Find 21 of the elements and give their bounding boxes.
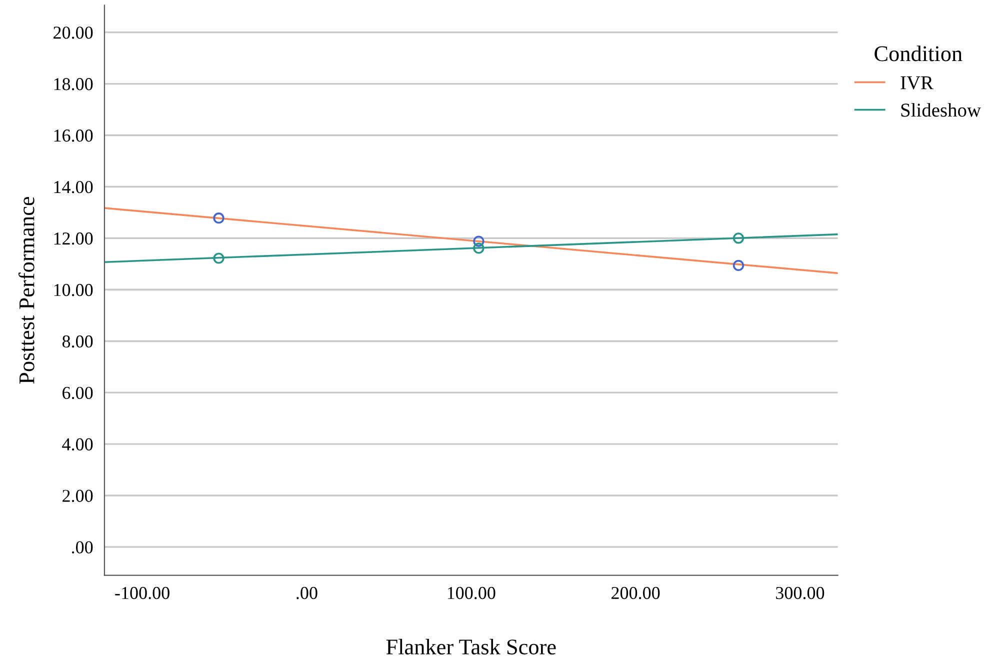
- x-tick-label: .00: [296, 586, 318, 600]
- y-axis-title: Posttest Performance: [18, 196, 34, 384]
- y-tick-label: 10.00: [54, 284, 93, 296]
- x-tick-label: 100.00: [448, 586, 496, 600]
- y-tick-label: 2.00: [62, 490, 93, 502]
- y-tick-label: 4.00: [62, 438, 93, 451]
- y-tick-label: 16.00: [54, 130, 93, 142]
- x-tick-label: 300.00: [776, 586, 824, 600]
- y-tick-label: 14.00: [54, 180, 93, 194]
- x-tick-label: -100.00: [115, 586, 170, 600]
- y-tick-label: 12.00: [54, 232, 93, 245]
- legend-title: Condition: [874, 46, 962, 62]
- y-tick-label: .00: [72, 541, 93, 554]
- x-tick-label: 200.00: [612, 586, 660, 600]
- legend-label: IVR: [900, 76, 934, 90]
- x-axis-title: Flanker Task Score: [386, 638, 556, 655]
- legend-label: Slideshow: [901, 103, 981, 117]
- y-tick-label: 18.00: [54, 78, 93, 90]
- y-tick-label: 8.00: [62, 335, 93, 348]
- y-tick-label: 6.00: [62, 386, 93, 400]
- y-tick-label: 20.00: [54, 26, 93, 39]
